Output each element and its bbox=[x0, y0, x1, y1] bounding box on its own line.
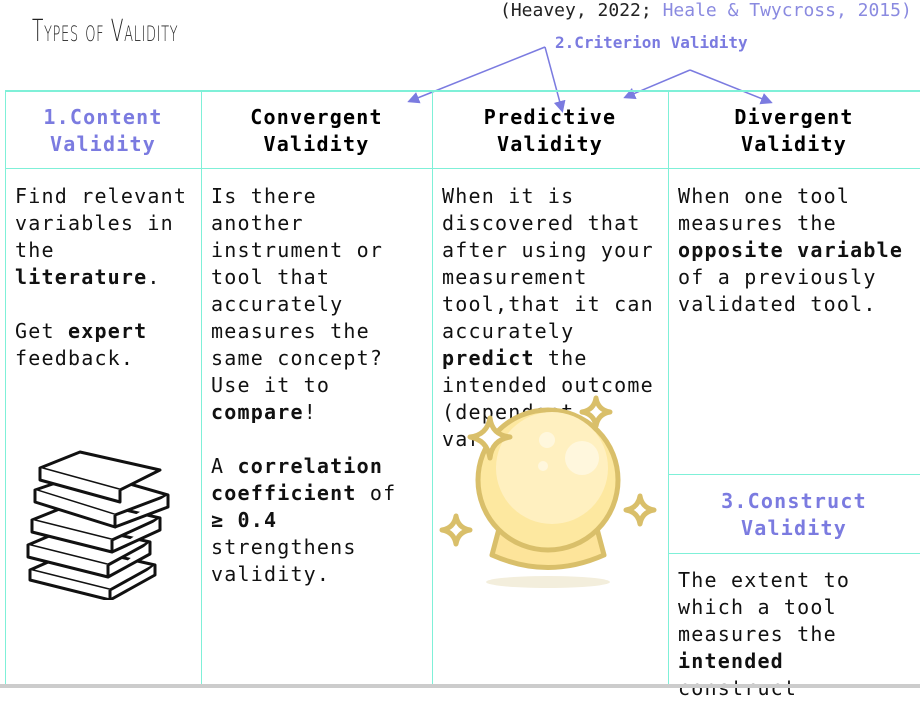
grid-line bbox=[201, 90, 202, 688]
text-segment: Is there another instrument or tool that… bbox=[211, 184, 384, 397]
emphasis-text: correlation coefficient bbox=[211, 454, 384, 505]
grid-line bbox=[5, 90, 6, 688]
grid-line bbox=[668, 474, 920, 475]
grid-line bbox=[668, 90, 669, 688]
criterion-validity-label: 2.Criterion Validity bbox=[555, 33, 748, 52]
construct-validity-text: The extent to which a tool measures the … bbox=[678, 567, 850, 702]
text-segment: Find relevant variables in the bbox=[15, 184, 188, 262]
emphasis-text: ≥ 0.4 bbox=[211, 508, 278, 532]
emphasis-text: intended bbox=[678, 649, 784, 673]
header-content-validity: 1.Content Validity bbox=[43, 105, 163, 156]
criterion-arrows bbox=[407, 46, 773, 113]
text-segment: of bbox=[369, 481, 397, 505]
predictive-validity-text: When it is discovered that after using y… bbox=[442, 183, 654, 453]
header-divergent-validity: Divergent Validity bbox=[734, 105, 854, 156]
grid-line bbox=[5, 168, 920, 169]
text-segment: strengthens validity. bbox=[211, 535, 357, 586]
books-icon bbox=[26, 450, 170, 600]
content-validity-text: Find relevant variables in the literatur… bbox=[15, 183, 187, 372]
emphasis-text: opposite variable bbox=[678, 238, 904, 262]
header-predictive-validity: Predictive Validity bbox=[483, 105, 617, 156]
text-segment: . Get bbox=[15, 265, 161, 343]
emphasis-text: compare bbox=[211, 400, 304, 424]
grid-line bbox=[432, 90, 433, 688]
citation: (Heavey, 2022; Heale & Twycross, 2015) bbox=[500, 0, 912, 21]
grid-line bbox=[5, 90, 920, 92]
text-segment: ! A bbox=[211, 400, 317, 478]
header-convergent-validity: Convergent Validity bbox=[250, 105, 383, 156]
text-segment: When one tool measures the bbox=[678, 184, 851, 235]
emphasis-text: predict bbox=[442, 346, 535, 370]
grid-line bbox=[668, 553, 920, 554]
header-construct-validity: 3.Construct Validity bbox=[721, 489, 867, 540]
emphasis-text: literature bbox=[15, 265, 148, 289]
convergent-validity-text: Is there another instrument or tool that… bbox=[211, 183, 396, 588]
text-segment: When it is discovered that after using y… bbox=[442, 184, 654, 343]
crystal-ball-icon bbox=[439, 395, 657, 588]
horizontal-scrollbar[interactable] bbox=[0, 684, 920, 688]
page-title: Types of Validity bbox=[32, 14, 179, 49]
emphasis-text: expert bbox=[67, 319, 148, 343]
citation-link[interactable]: Heale & Twycross, 2015) bbox=[662, 0, 912, 21]
text-segment: of a previously validated tool. bbox=[678, 265, 877, 316]
text-segment: feedback. bbox=[15, 346, 135, 370]
text-segment: construct bbox=[678, 676, 798, 700]
text-segment: The extent to which a tool measures the bbox=[678, 568, 851, 646]
divergent-validity-text: When one tool measures the opposite vari… bbox=[678, 183, 903, 318]
